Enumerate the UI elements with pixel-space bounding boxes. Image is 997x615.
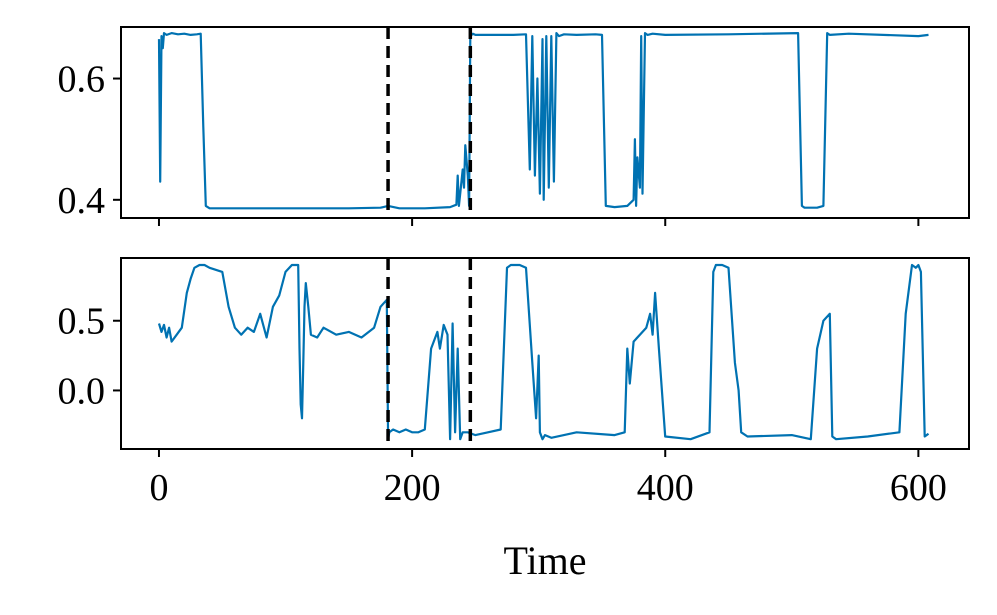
bottom-panel: 0.0 0.5 0 200 400 600 (58, 257, 970, 509)
bottom-y-tick-label-0: 0.0 (58, 370, 106, 412)
bottom-y-tick-label-1: 0.5 (58, 301, 106, 343)
top-axes-frame (120, 26, 970, 219)
bottom-vertical-markers (386, 258, 473, 449)
top-vertical-markers (386, 27, 473, 218)
bottom-axes-frame (120, 257, 970, 450)
bottom-series-line (157, 263, 930, 441)
bottom-x-tick-label-3: 600 (890, 467, 947, 509)
bottom-x-tick-label-0: 0 (149, 467, 168, 509)
top-y-tick-label-0: 0.4 (58, 180, 106, 222)
bottom-y-ticks: 0.0 0.5 (58, 301, 121, 412)
bottom-x-tick-label-2: 400 (637, 467, 694, 509)
top-series-line (157, 31, 929, 210)
top-y-ticks: 0.4 0.6 (58, 59, 121, 222)
top-x-ticks (157, 218, 920, 226)
bottom-x-ticks: 0 200 400 600 (149, 449, 947, 509)
top-panel: 0.4 0.6 (58, 26, 970, 226)
bottom-x-tick-label-1: 200 (384, 467, 441, 509)
x-axis-label: Time (503, 538, 586, 583)
top-y-tick-label-1: 0.6 (58, 59, 106, 101)
